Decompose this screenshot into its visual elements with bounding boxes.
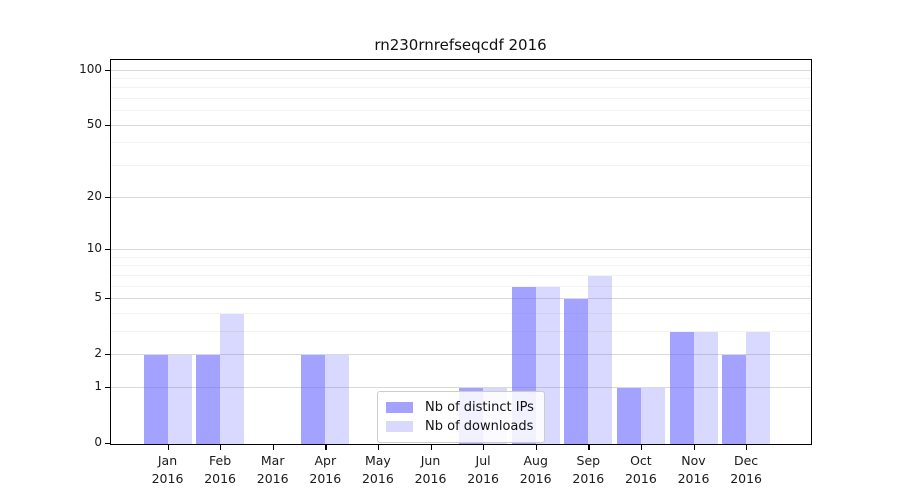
- x-tick-mark: [746, 445, 748, 450]
- x-tick-mark: [693, 445, 695, 450]
- plot-area: [110, 59, 812, 445]
- y-tick-mark: [105, 354, 110, 356]
- bar-downloads: [693, 331, 718, 444]
- x-tick-mark: [220, 445, 222, 450]
- legend-entry: Nb of downloads: [386, 417, 534, 436]
- legend-label: Nb of distinct IPs: [425, 400, 534, 415]
- y-tick-label: 20: [86, 188, 102, 203]
- x-tick-mark: [272, 445, 275, 450]
- x-tick-label: Aug 2016: [519, 453, 552, 486]
- minor-gridline: [111, 165, 811, 167]
- major-gridline: [111, 298, 811, 299]
- bar-distinct-ips: [301, 355, 326, 444]
- legend-swatch: [386, 421, 413, 432]
- y-tick-mark: [105, 386, 110, 389]
- x-tick-mark: [640, 445, 643, 450]
- legend-entry: Nb of distinct IPs: [386, 398, 534, 417]
- x-tick-label: Feb 2016: [204, 453, 236, 486]
- major-gridline: [111, 196, 811, 198]
- x-tick-label: Dec 2016: [730, 453, 762, 486]
- minor-gridline: [111, 87, 811, 89]
- y-tick-label: 0: [94, 435, 102, 449]
- minor-gridline: [111, 274, 811, 276]
- x-tick-label: Apr 2016: [309, 453, 342, 486]
- x-tick-mark: [430, 445, 432, 450]
- x-tick-label: Jan 2016: [151, 453, 184, 486]
- bar-distinct-ips: [564, 299, 589, 444]
- major-gridline: [111, 386, 811, 388]
- legend: Nb of distinct IPs Nb of downloads: [377, 391, 545, 443]
- bar-downloads: [746, 331, 771, 444]
- x-tick-label: Oct 2016: [624, 453, 657, 486]
- bar-distinct-ips: [722, 355, 747, 444]
- legend-label: Nb of downloads: [425, 419, 534, 434]
- y-tick-label: 2: [94, 346, 102, 361]
- x-tick-mark: [377, 445, 380, 450]
- x-tick-label: Sep 2016: [572, 453, 605, 486]
- y-tick-mark: [105, 196, 110, 198]
- bar-distinct-ips: [143, 355, 168, 444]
- major-gridline: [111, 124, 811, 126]
- y-tick-label: 10: [86, 240, 102, 255]
- x-tick-label: Nov 2016: [677, 453, 710, 486]
- x-tick-mark: [483, 445, 485, 450]
- x-tick-mark: [167, 445, 169, 450]
- x-tick-label: Jun 2016: [414, 453, 447, 486]
- y-tick-mark: [105, 248, 110, 251]
- x-tick-label: Mar 2016: [256, 453, 289, 486]
- minor-gridline: [111, 265, 811, 267]
- legend-swatch: [386, 402, 413, 413]
- bar-downloads: [325, 355, 350, 444]
- bar-downloads: [588, 275, 613, 444]
- bar-downloads: [640, 387, 665, 444]
- y-tick-label: 50: [86, 116, 102, 131]
- minor-gridline: [111, 110, 811, 112]
- x-tick-mark: [535, 445, 538, 450]
- bar-distinct-ips: [669, 331, 694, 444]
- minor-gridline: [111, 330, 811, 332]
- x-tick-mark: [588, 445, 590, 450]
- minor-gridline: [111, 77, 811, 79]
- y-tick-mark: [105, 124, 110, 127]
- y-tick-label: 100: [79, 61, 102, 76]
- y-tick-mark: [105, 443, 110, 445]
- minor-gridline: [111, 256, 811, 258]
- bar-distinct-ips: [616, 387, 641, 444]
- x-tick-label: May 2016: [361, 453, 394, 486]
- major-gridline: [111, 354, 811, 356]
- minor-gridline: [111, 98, 811, 100]
- minor-gridline: [111, 142, 811, 144]
- y-tick-label: 5: [94, 289, 102, 304]
- x-tick-mark: [325, 445, 327, 450]
- bar-downloads: [220, 313, 245, 444]
- y-tick-label: 1: [94, 378, 102, 393]
- x-tick-label: Jul 2016: [467, 453, 499, 486]
- minor-gridline: [111, 285, 811, 287]
- y-tick-mark: [105, 69, 110, 71]
- major-gridline: [111, 69, 811, 71]
- minor-gridline: [111, 312, 811, 314]
- y-tick-mark: [105, 297, 110, 300]
- bar-distinct-ips: [196, 355, 221, 444]
- chart-title: rn230rnrefseqcdf 2016: [374, 36, 547, 54]
- bar-downloads: [167, 355, 192, 444]
- major-gridline: [111, 248, 811, 250]
